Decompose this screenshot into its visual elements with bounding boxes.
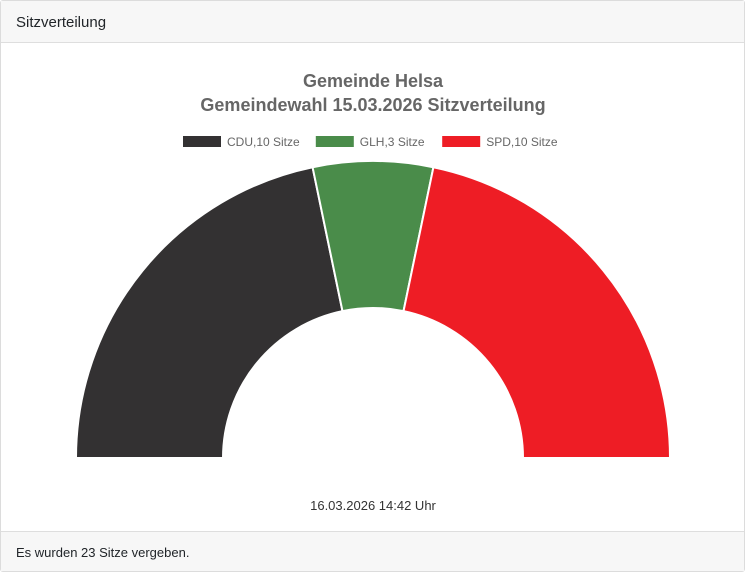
card-footer: Es wurden 23 Sitze vergeben.	[1, 531, 744, 571]
arc-cdu[interactable]	[74, 166, 344, 459]
card-header-title: Sitzverteilung	[16, 14, 107, 31]
legend-label-spd[interactable]: SPD,10 Sitze	[486, 135, 558, 149]
chart-title-line-1: Gemeinde Helsa	[303, 71, 444, 91]
legend-swatch-glh[interactable]	[315, 136, 354, 147]
legend-swatch-spd[interactable]	[442, 136, 481, 147]
legend-swatch-cdu[interactable]	[183, 136, 221, 147]
chart-timestamp: 16.03.2026 14:42 Uhr	[310, 498, 436, 513]
chart-arcs	[74, 160, 672, 459]
card-footer-text: Es wurden 23 Sitze vergeben.	[16, 545, 190, 560]
chart-legend: CDU,10 Sitze GLH,3 Sitze SPD,10 Sitze	[183, 135, 558, 149]
legend-label-cdu[interactable]: CDU,10 Sitze	[227, 135, 300, 149]
legend-label-glh[interactable]: GLH,3 Sitze	[360, 135, 425, 149]
arc-spd[interactable]	[402, 166, 672, 459]
chart-title-line-2: Gemeindewahl 15.03.2026 Sitzverteilung	[200, 95, 545, 115]
seat-distribution-chart: Gemeinde Helsa Gemeindewahl 15.03.2026 S…	[74, 71, 672, 513]
card-header: Sitzverteilung	[1, 1, 744, 43]
